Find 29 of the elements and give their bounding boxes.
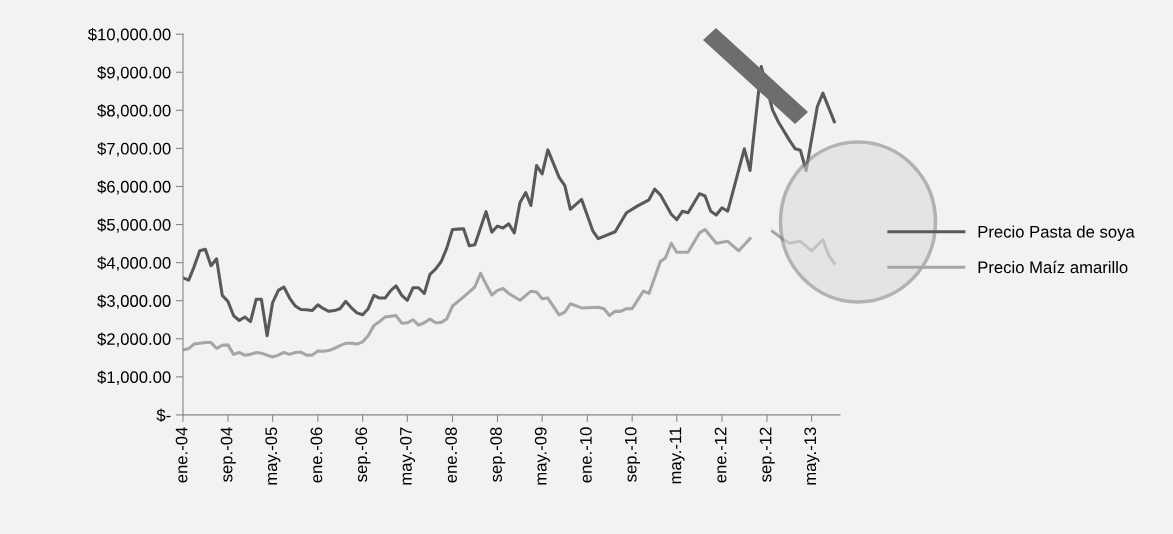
x-tick-label: ene.-10 bbox=[580, 427, 592, 483]
y-tick-label: $4,000.00 bbox=[97, 256, 171, 271]
y-tick-label: $1,000.00 bbox=[97, 370, 171, 386]
x-tick-label: sep.-06 bbox=[355, 427, 371, 482]
x-tick-label: ene.-12 bbox=[714, 427, 727, 483]
x-tick-label: ene.-04 bbox=[175, 427, 188, 483]
x-tick-label: sep.-12 bbox=[759, 427, 775, 482]
y-tick-label: $3,000.00 bbox=[97, 294, 171, 309]
x-tick-label: may.-07 bbox=[399, 427, 416, 485]
y-tick-label: $9,000.00 bbox=[97, 65, 171, 81]
x-tick-label: may.-05 bbox=[265, 427, 281, 485]
y-tick-label: $10,000.00 bbox=[87, 27, 171, 43]
line-series bbox=[182, 65, 836, 338]
legend-label: Precio Pasta de soya bbox=[978, 225, 1135, 241]
x-tick-label: ene.-08 bbox=[445, 427, 457, 483]
x-tick-label: may.-13 bbox=[804, 427, 820, 485]
y-tick-label: $7,000.00 bbox=[97, 142, 171, 157]
x-tick-label: may.-11 bbox=[669, 427, 685, 484]
y-tick-label: $- bbox=[156, 408, 171, 423]
legend-label: Precio Maíz amarillo bbox=[978, 260, 1128, 274]
y-tick-label: $5,000.00 bbox=[97, 218, 171, 233]
x-tick-label: sep.-08 bbox=[490, 427, 506, 482]
y-tick-label: $8,000.00 bbox=[97, 104, 171, 119]
x-tick-label: sep.-04 bbox=[220, 427, 236, 482]
y-tick-label: $6,000.00 bbox=[97, 180, 171, 195]
x-tick-label: ene.-06 bbox=[310, 427, 323, 483]
x-tick-label: sep.-10 bbox=[624, 427, 640, 482]
x-tick-label: may.-09 bbox=[534, 427, 550, 485]
y-tick-label: $2,000.00 bbox=[97, 332, 171, 347]
